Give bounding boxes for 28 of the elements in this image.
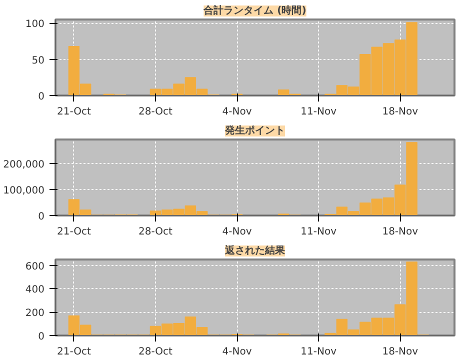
x-tick-label: 11-Nov (300, 346, 337, 358)
x-tick-label: 11-Nov (300, 106, 337, 118)
x-tick-label: 21-Oct (56, 106, 91, 118)
y-tick-label: 600 (25, 261, 45, 272)
y-tick-label: 200 (25, 308, 45, 320)
x-tick-label: 21-Oct (56, 226, 91, 238)
x-tick-label: 18-Nov (382, 226, 418, 238)
y-tick-label: 100,000 (3, 186, 45, 197)
x-tick-label: 28-Oct (138, 106, 173, 118)
x-tick-label: 21-Oct (56, 346, 91, 358)
y-tick-label: 0 (38, 332, 45, 342)
x-tick-label: 28-Oct (138, 346, 173, 358)
x-tick-label: 11-Nov (300, 226, 337, 238)
y-tick-label: 400 (25, 284, 45, 296)
x-tick-label: 18-Nov (382, 106, 418, 118)
y-tick-label: 0 (38, 92, 45, 102)
y-tick-label: 50 (32, 55, 45, 66)
x-tick-label: 28-Oct (138, 226, 173, 238)
y-tick-label: 100 (25, 19, 45, 30)
chart-title: 発生ポイント (224, 124, 285, 136)
y-tick-label: 200,000 (3, 160, 45, 171)
chart-title: 合計ランタイム (時間) (202, 4, 306, 16)
chart-title: 返された結果 (224, 244, 286, 256)
x-tick-label: 18-Nov (382, 346, 418, 358)
x-tick-label: 4-Nov (222, 346, 252, 358)
y-tick-label: 0 (38, 212, 45, 222)
x-tick-label: 4-Nov (222, 106, 252, 118)
x-tick-label: 4-Nov (222, 226, 252, 238)
